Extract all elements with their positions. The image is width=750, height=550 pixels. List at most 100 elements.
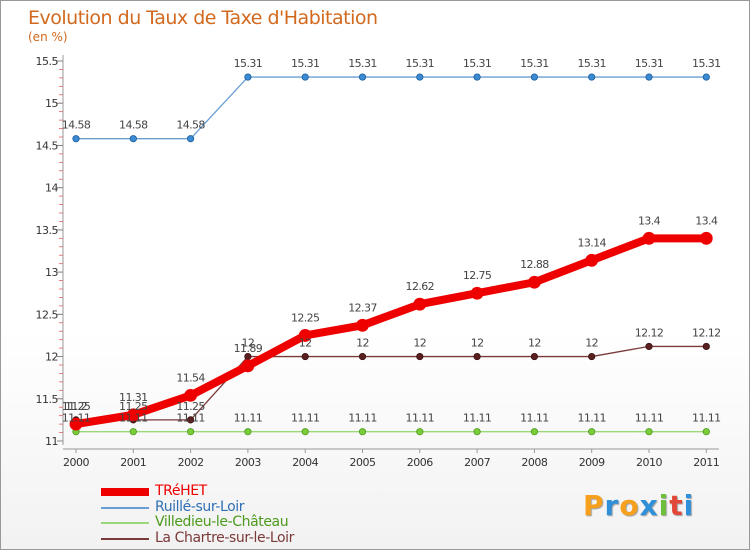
data-point [642,231,656,245]
x-tick-label: 2005 [350,456,376,469]
data-point [416,73,424,81]
data-point [301,73,309,81]
line-chart: 11 11.5 12 12.5 13 13.5 14 14.5 15 15.5 2000 2001 20… [36,55,721,469]
data-point [528,275,541,289]
data-point [699,231,713,245]
data-label: 15.31 [234,57,263,70]
legend-label: La Chartre-sur-le-Loir [155,529,295,546]
data-label: 11.11 [348,412,377,425]
legend-label: TRéHET [155,483,207,499]
data-label: 11.11 [176,412,205,425]
data-label: 14.58 [62,119,91,132]
data-label: 15.31 [520,57,549,70]
data-point [187,135,195,143]
logo-letter: P [583,489,605,522]
data-label: 15.31 [291,57,320,70]
data-point [72,135,80,143]
data-label: 12.12 [635,326,664,339]
logo-letter: t [669,489,684,522]
data-point [585,253,599,267]
x-tick-label: 2011 [693,456,719,469]
y-tick-label: 14.5 [36,139,59,152]
y-tick-label: 15 [45,97,58,110]
data-label: 11.11 [692,412,721,425]
data-label: 11.11 [234,412,263,425]
series-line-2 [75,345,707,421]
data-label: 12.12 [692,326,721,339]
data-label: 12 [471,337,484,350]
data-label: 12.25 [291,311,320,324]
x-tick-label: 2006 [407,456,433,469]
data-point [129,428,137,436]
logo-letter: i [658,489,670,522]
data-label: 15.31 [635,57,664,70]
chart-title: Evolution du Taux de Taxe d'Habitation [28,7,378,29]
data-point [358,73,367,81]
data-point [416,352,424,361]
data-label: 11.25 [119,400,148,413]
data-point [69,417,83,431]
series-lines [69,73,713,436]
data-label: 12 [585,337,598,350]
data-point [356,318,369,332]
legend-swatch [101,488,149,496]
data-label: 15.31 [577,57,606,70]
data-label: 11.11 [520,412,549,425]
data-label: 11.2 [65,400,87,413]
legend-swatch [101,506,149,509]
y-tick-label: 12.5 [36,308,59,321]
data-point [645,428,653,436]
data-label: 15.31 [463,57,492,70]
data-label: 11.11 [406,412,435,425]
x-tick-label: 2001 [120,456,146,469]
y-tick-label: 15.5 [36,55,59,68]
data-point [470,286,484,300]
data-label: 12.37 [348,301,377,314]
data-label: 15.31 [348,57,377,70]
data-label: 11.11 [62,412,91,425]
data-point [588,73,596,81]
data-label: 11.25 [176,400,205,413]
y-axis-unit-label: (en %) [28,30,68,44]
data-point [129,135,137,143]
data-label: 13.14 [577,236,606,249]
logo-letter: x [639,489,659,522]
data-point [301,428,309,436]
data-label: 11.89 [234,342,263,355]
x-tick-label: 2004 [292,456,318,469]
y-tick-label: 13.5 [36,224,59,237]
data-point [416,428,424,436]
data-label: 15.31 [406,57,435,70]
y-tick-label: 11 [45,435,58,448]
x-tick-label: 2002 [178,456,204,469]
legend-label: Ruillé-sur-Loir [155,498,245,515]
y-tick-label: 12 [45,351,58,364]
x-tick-label: 2010 [636,456,662,469]
proxiti-logo: Proxiti [583,489,694,522]
data-label: 11.54 [176,371,205,384]
data-label: 11.31 [119,391,148,404]
data-point [244,73,252,81]
data-label: 13.4 [638,214,661,227]
x-tick-label: 2007 [464,456,490,469]
data-label: 13.4 [695,214,718,227]
data-label: 12 [528,337,541,350]
data-label: 14.58 [119,119,148,132]
data-point [187,428,195,436]
data-label: 11.11 [635,412,664,425]
data-point [702,342,710,351]
x-tick-label: 2008 [521,456,547,469]
data-point [413,297,427,311]
data-label: 11.11 [463,412,492,425]
data-point [473,352,481,361]
data-point [702,73,710,81]
data-point [241,359,255,373]
y-tick-label: 14 [45,182,58,195]
x-tick-label: 2000 [63,456,89,469]
data-label: 11.11 [291,412,320,425]
data-label: 14.58 [176,119,205,132]
data-label: 12.88 [520,258,549,271]
data-point [358,352,367,361]
data-label: 11.11 [119,412,148,425]
